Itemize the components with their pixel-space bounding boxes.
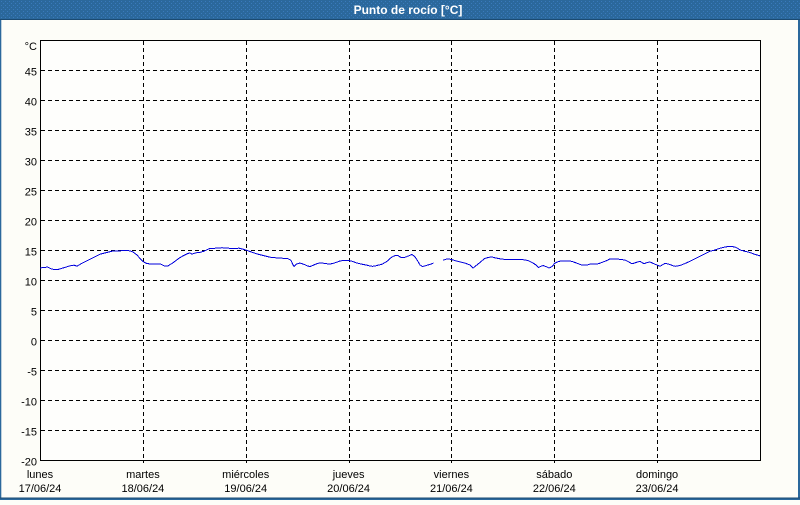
svg-text:sábado: sábado bbox=[536, 469, 572, 481]
svg-text:martes: martes bbox=[126, 469, 160, 481]
svg-text:23/06/24: 23/06/24 bbox=[636, 483, 679, 495]
svg-text:19/06/24: 19/06/24 bbox=[224, 483, 267, 495]
svg-text:15: 15 bbox=[25, 247, 37, 259]
svg-text:18/06/24: 18/06/24 bbox=[121, 483, 164, 495]
svg-text:35: 35 bbox=[25, 127, 37, 139]
svg-text:20: 20 bbox=[25, 217, 37, 229]
svg-text:5: 5 bbox=[31, 307, 37, 319]
svg-text:-10: -10 bbox=[21, 397, 37, 409]
svg-text:45: 45 bbox=[25, 67, 37, 79]
svg-text:30: 30 bbox=[25, 157, 37, 169]
svg-text:17/06/24: 17/06/24 bbox=[19, 483, 62, 495]
svg-text:viernes: viernes bbox=[434, 469, 470, 481]
svg-text:10: 10 bbox=[25, 277, 37, 289]
svg-text:25: 25 bbox=[25, 187, 37, 199]
svg-text:-15: -15 bbox=[21, 427, 37, 439]
svg-text:0: 0 bbox=[31, 337, 37, 349]
svg-text:22/06/24: 22/06/24 bbox=[533, 483, 576, 495]
svg-text:lunes: lunes bbox=[27, 469, 54, 481]
svg-text:domingo: domingo bbox=[636, 469, 678, 481]
svg-text:20/06/24: 20/06/24 bbox=[327, 483, 370, 495]
svg-text:miércoles: miércoles bbox=[222, 469, 270, 481]
svg-text:21/06/24: 21/06/24 bbox=[430, 483, 473, 495]
svg-text:°C: °C bbox=[25, 41, 37, 53]
svg-text:-20: -20 bbox=[21, 457, 37, 469]
svg-text:40: 40 bbox=[25, 97, 37, 109]
svg-text:-5: -5 bbox=[27, 367, 37, 379]
svg-text:Punto de rocío [°C]: Punto de rocío [°C] bbox=[354, 3, 463, 17]
svg-text:jueves: jueves bbox=[332, 469, 365, 481]
